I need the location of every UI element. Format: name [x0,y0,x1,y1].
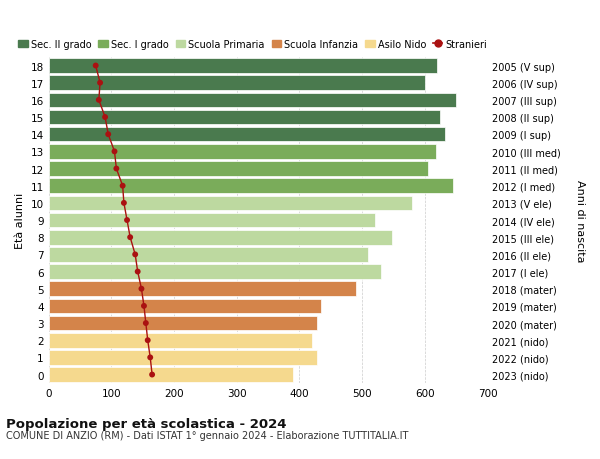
Text: COMUNE DI ANZIO (RM) - Dati ISTAT 1° gennaio 2024 - Elaborazione TUTTITALIA.IT: COMUNE DI ANZIO (RM) - Dati ISTAT 1° gen… [6,431,409,440]
Point [91,63,100,70]
Y-axis label: Anni di nascita: Anni di nascita [575,179,585,262]
Bar [49,316,317,330]
Bar [49,282,356,297]
Point [148,371,157,378]
Bar [49,179,453,194]
Y-axis label: Età alunni: Età alunni [15,192,25,249]
Legend: Sec. II grado, Sec. I grado, Scuola Primaria, Scuola Infanzia, Asilo Nido, Stran: Sec. II grado, Sec. I grado, Scuola Prim… [19,40,487,50]
Point [103,131,113,139]
Point [119,200,128,207]
Point [125,234,135,241]
Point [112,166,121,173]
Point [95,80,105,87]
Bar [49,333,312,348]
Bar [49,350,317,365]
Point [137,285,146,293]
Bar [49,59,437,73]
Point [100,114,110,122]
Bar [49,76,425,91]
Point [145,354,155,361]
Bar [49,299,322,313]
Bar [49,145,436,159]
Bar [49,230,392,245]
Bar [49,213,374,228]
Bar [49,368,293,382]
Bar [49,93,456,108]
Text: Popolazione per età scolastica - 2024: Popolazione per età scolastica - 2024 [6,417,287,430]
Bar [49,128,445,142]
Point [130,251,140,258]
Point [94,97,104,104]
Point [143,337,152,344]
Point [118,183,127,190]
Bar [49,162,428,176]
Point [110,148,119,156]
Point [141,319,151,327]
Point [139,302,149,310]
Bar [49,196,412,211]
Point [133,268,142,275]
Bar [49,111,440,125]
Bar [49,265,381,279]
Bar [49,247,368,262]
Point [122,217,132,224]
